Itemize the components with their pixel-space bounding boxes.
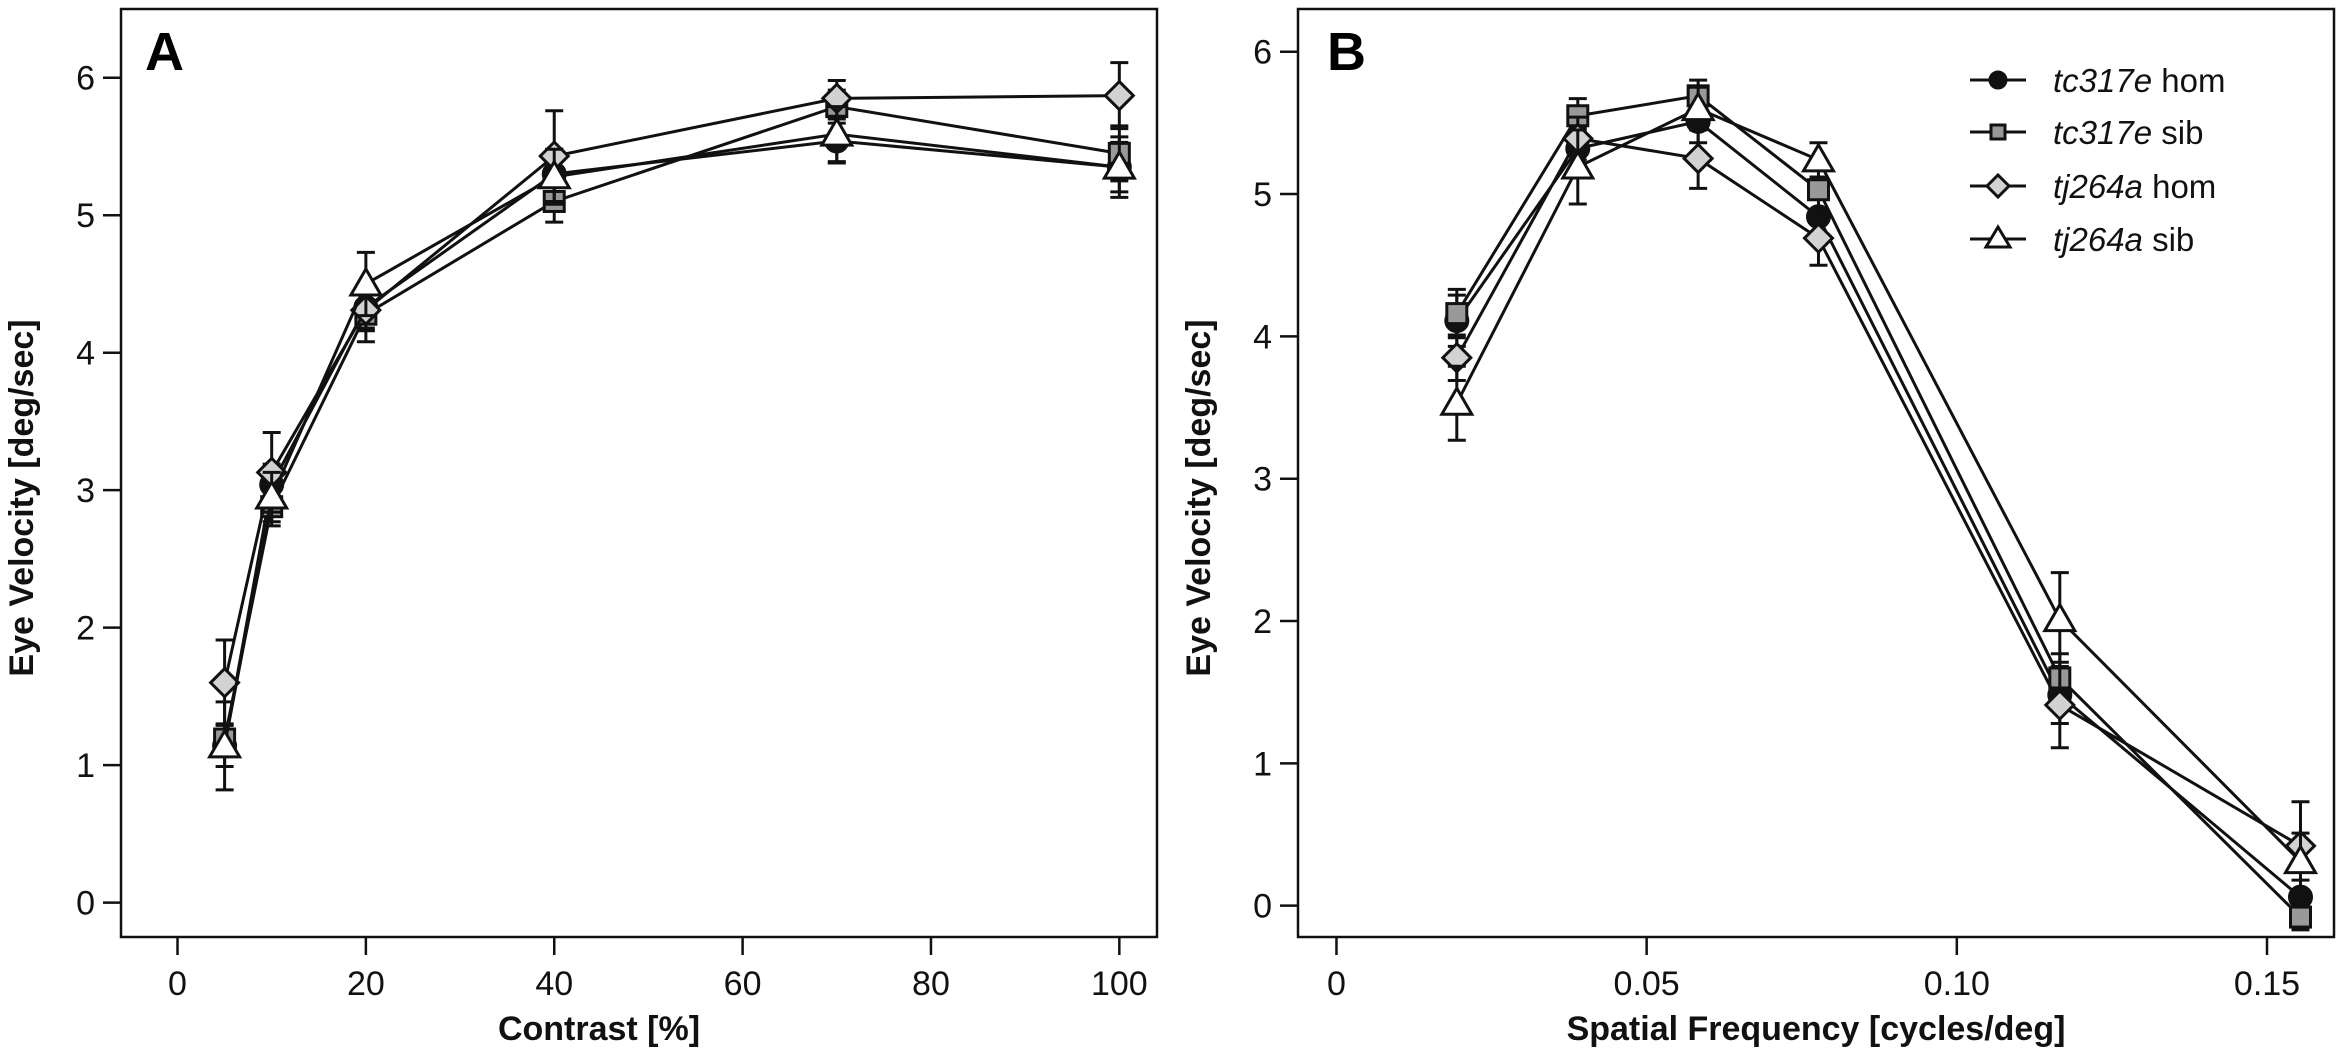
panel-b-x-tick-label: 0.05 <box>1614 965 1680 1003</box>
panel-a-data-point-diamond <box>1103 79 1136 112</box>
panel-a-x-tick-label: 20 <box>347 965 385 1003</box>
panel-a-y-tick-label: 1 <box>76 747 95 785</box>
panel-a-y-axis-title: Eye Velocity [deg/sec] <box>3 319 41 676</box>
legend-status: sib <box>2143 221 2194 258</box>
panel-b-x-tick-label: 0 <box>1327 965 1346 1003</box>
panel-a-y-tick-label: 5 <box>76 197 95 235</box>
panel-a-data-point-triangle <box>536 158 572 190</box>
panel-b-x-tick-label: 0.15 <box>2234 965 2300 1003</box>
panel-b-data-point-diamond <box>1682 142 1715 175</box>
legend-label: tc317e hom <box>2053 62 2225 99</box>
panel-b-series-line <box>1455 94 2302 919</box>
legend-item: tc317e hom <box>1970 62 2225 99</box>
panel-b-data-point-square <box>1806 178 1830 202</box>
legend-status: hom <box>2152 62 2225 99</box>
panel-b-data-point-diamond <box>2043 688 2076 722</box>
panel-b-label: B <box>1327 22 1366 82</box>
panel-b-y-tick-label: 6 <box>1253 34 1272 72</box>
panel-a-x-tick-label: 40 <box>535 965 573 1003</box>
panel-b-data-point-triangle <box>2042 601 2078 633</box>
legend-marker-diamond <box>1984 172 2012 200</box>
panel-b-series-tj264a-sib <box>1439 85 2319 892</box>
panel-a-series-line <box>223 105 1120 740</box>
panel-b-y-tick-label: 2 <box>1253 603 1272 641</box>
legend-marker-square <box>1989 123 2007 141</box>
panel-a-y-tick-label: 4 <box>76 335 95 373</box>
panel-a-x-tick-label: 80 <box>912 965 950 1003</box>
panel-b-y-tick-label: 5 <box>1253 176 1272 214</box>
panel-b-x-axis-title: Spatial Frequency [cycles/deg] <box>1567 1010 2066 1048</box>
legend-genotype: tc317e <box>2053 114 2152 151</box>
panel-a-data-point-diamond <box>208 666 241 699</box>
panel-b-y-tick-label: 0 <box>1253 888 1272 926</box>
panel-a-series-tc317e-sib <box>213 88 1131 756</box>
panel-a-data-point-triangle <box>819 116 855 147</box>
panel-a-y-tick-label: 6 <box>76 60 95 98</box>
legend-marker-circle <box>1988 70 2008 90</box>
panel-a-y-tick-label: 0 <box>76 885 95 923</box>
legend-genotype: tc317e <box>2053 62 2152 99</box>
panel-a-data-point-triangle <box>207 727 243 759</box>
legend-status: sib <box>2152 114 2203 151</box>
panel-a-label: A <box>145 22 184 82</box>
panel-b-series-tc317e-sib <box>1445 78 2313 932</box>
panel-a-plot-frame <box>119 7 1159 939</box>
panel-b-data-point-triangle <box>1560 148 1596 180</box>
legend-status: hom <box>2143 168 2216 205</box>
panel-b-series-line <box>1455 136 2302 848</box>
legend-genotype: tj264a <box>2053 168 2143 205</box>
panel-b-y-tick-label: 4 <box>1253 318 1272 356</box>
panel-a-data-point-triangle <box>348 265 384 297</box>
panel-a-x-tick-label: 60 <box>724 965 762 1003</box>
legend-label: tj264a sib <box>2053 221 2194 258</box>
panel-b-data-point-square <box>2289 905 2313 929</box>
panel-b-plot-frame <box>1296 7 2336 939</box>
legend-item: tc317e sib <box>1970 114 2203 151</box>
panel-b-data-point-diamond <box>1802 222 1835 255</box>
panel-b-data-point-triangle <box>1439 385 1475 416</box>
legend-label: tj264a hom <box>2053 168 2216 205</box>
panel-b-data-point-triangle <box>1680 90 1716 122</box>
legend-marker-triangle <box>1983 224 2013 249</box>
legend-item: tj264a hom <box>1970 168 2216 205</box>
legend-label: tc317e sib <box>2053 114 2203 151</box>
legend-genotype: tj264a <box>2053 221 2143 258</box>
panel-a-data-point-triangle <box>254 479 290 510</box>
panel-b-y-axis-title: Eye Velocity [deg/sec] <box>1180 319 1218 676</box>
panel-a-x-tick-label: 100 <box>1091 965 1148 1003</box>
panel-a-data-point-triangle <box>1101 149 1137 180</box>
panel-b-series-line <box>1455 106 2302 863</box>
panel-a-series-line <box>223 132 1120 747</box>
panel-b-y-tick-label: 1 <box>1253 745 1272 783</box>
panel-a-x-axis-title: Contrast [%] <box>498 1010 700 1048</box>
panel-a-y-tick-label: 2 <box>76 610 95 648</box>
panel-b-x-tick-label: 0.10 <box>1924 965 1990 1003</box>
panel-a-series-line <box>223 94 1120 683</box>
panel-a-x-tick-label: 0 <box>168 965 187 1003</box>
panel-b-data-point-triangle <box>1800 141 1837 173</box>
panel-a-series-line <box>223 139 1120 747</box>
panel-b-data-point-square <box>1445 302 1469 326</box>
panel-b-y-tick-label: 3 <box>1253 461 1272 499</box>
panel-b: B 0 1 2 3 4 5 6 0 0.05 0.10 0.15 Spatial Frequency … <box>1180 7 2336 1048</box>
panel-a-y-tick-label: 3 <box>76 472 95 510</box>
panel-b-data-point-triangle <box>2282 843 2319 875</box>
panel-a-series-tc317e-hom <box>212 117 1132 769</box>
panel-a-series-tj264a-sib <box>207 105 1137 792</box>
legend-item: tj264a sib <box>1970 221 2194 258</box>
